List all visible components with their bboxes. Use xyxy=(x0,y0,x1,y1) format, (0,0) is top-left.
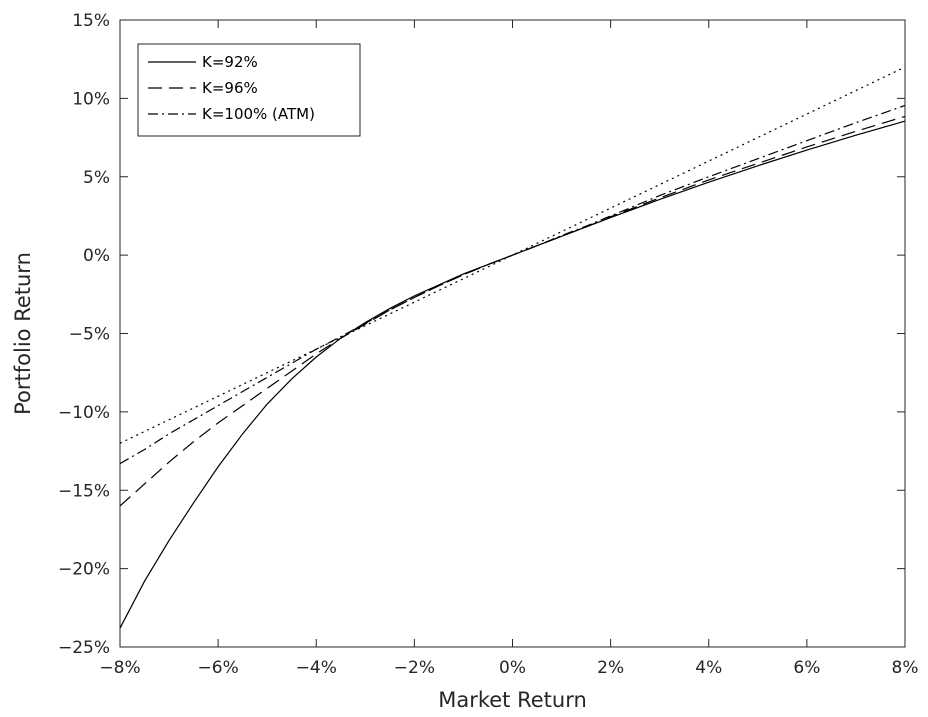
legend-label: K=100% (ATM) xyxy=(202,105,315,123)
plot-area: −8% −6% −4% −2% 0% 2% 4% 6% 8% −25% −20% −15% −10% −5… xyxy=(58,11,919,678)
y-tick-label: −25% xyxy=(58,638,110,658)
y-tick-label: −5% xyxy=(69,325,110,345)
x-tick-label: 2% xyxy=(597,658,624,678)
legend: K=92% K=96% K=100% (ATM) xyxy=(137,43,361,137)
y-tick-label: 5% xyxy=(83,168,110,188)
legend-label: K=92% xyxy=(202,53,258,71)
legend-items: K=92% K=96% K=100% (ATM) xyxy=(148,53,315,123)
x-tick-label: −8% xyxy=(99,658,140,678)
y-tick-label: 10% xyxy=(72,89,110,109)
y-tick-label: 15% xyxy=(72,11,110,31)
series-line-dashdot xyxy=(119,104,906,465)
series-line-solid xyxy=(119,120,906,629)
y-tick-label: −20% xyxy=(58,560,110,580)
y-tick-label: −15% xyxy=(58,481,110,501)
legend-label: K=96% xyxy=(202,79,258,97)
x-tick-label: −2% xyxy=(394,658,435,678)
x-tick-label: 0% xyxy=(499,658,526,678)
x-tick-label: 8% xyxy=(892,658,919,678)
x-axis-label: Market Return xyxy=(438,688,587,712)
series-group xyxy=(119,66,906,629)
y-tick-label: 0% xyxy=(83,246,110,266)
x-tick-label: 4% xyxy=(695,658,722,678)
y-tick-label: −10% xyxy=(58,403,110,423)
x-tick-label: 6% xyxy=(793,658,820,678)
y-axis-label: Portfolio Return xyxy=(11,252,35,415)
legend-box xyxy=(137,43,361,137)
legend-item: K=92% xyxy=(148,53,258,71)
series-line-dotted xyxy=(119,66,906,444)
legend-item: K=100% (ATM) xyxy=(148,105,315,123)
tick-group: −8% −6% −4% −2% 0% 2% 4% 6% 8% −25% −20% −15% −10% −5… xyxy=(58,11,919,678)
legend-item: K=96% xyxy=(148,79,258,97)
x-tick-label: −4% xyxy=(296,658,337,678)
x-tick-label: −6% xyxy=(198,658,239,678)
